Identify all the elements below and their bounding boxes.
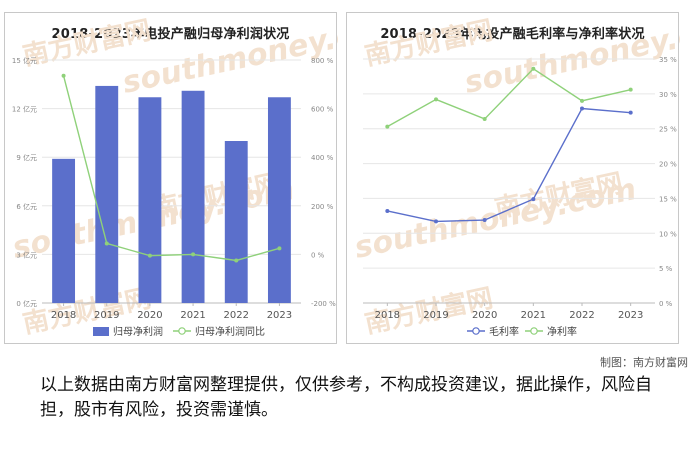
series-point-1-2020 xyxy=(482,116,487,121)
x-tick-label: 2021 xyxy=(521,310,546,321)
x-tick-label: 2021 xyxy=(180,310,205,321)
y2-tick-label: 0 % xyxy=(311,251,325,259)
bar-2018 xyxy=(52,158,76,303)
y-tick-label: 6 亿元 xyxy=(16,202,37,211)
growth-point-2022 xyxy=(234,258,239,263)
margin-chart: 南方财富网南方财富网南方财富网southmoney.comsouthmoney.… xyxy=(351,13,680,340)
legend-line-label: 归母净利润同比 xyxy=(195,325,265,338)
series-point-0-2022 xyxy=(580,106,584,111)
y-tick-label: 12 亿元 xyxy=(12,105,37,114)
watermark-en: southmoney.com xyxy=(119,13,338,101)
series-point-1-2022 xyxy=(580,98,584,103)
x-tick-label: 2023 xyxy=(267,310,292,321)
series-point-0-2020 xyxy=(482,218,487,223)
y-tick-label: 15 亿元 xyxy=(12,56,37,65)
margin-chart-title: 2018-2023年电投产融毛利率与净利率状况 xyxy=(380,27,645,42)
y-tick-label: 5 % xyxy=(659,265,673,273)
bar-2020 xyxy=(138,97,162,303)
growth-point-2019 xyxy=(104,241,109,246)
x-tick-label: 2020 xyxy=(137,310,162,321)
y-tick-label: 0 % xyxy=(659,300,673,308)
y2-tick-label: 200 % xyxy=(311,203,334,211)
disclaimer-text: 以上数据由南方财富网整理提供，仅供参考，不构成投资建议，据此操作，风险自担，股市… xyxy=(40,375,652,420)
y-tick-label: 20 % xyxy=(659,161,677,169)
net-profit-chart-title: 2018-2023年电投产融归母净利润状况 xyxy=(51,27,290,42)
growth-point-2018 xyxy=(61,73,66,78)
series-line-0 xyxy=(387,107,631,223)
x-tick-label: 2019 xyxy=(94,310,119,321)
x-tick-label: 2019 xyxy=(423,310,448,321)
x-tick-label: 2023 xyxy=(618,310,643,321)
x-tick-label: 2020 xyxy=(472,310,497,321)
legend-marker-1 xyxy=(530,327,538,335)
watermark-en: southmoney.com xyxy=(461,13,680,101)
watermark-en: southmoney.com xyxy=(351,172,639,266)
bar-2019 xyxy=(95,85,119,303)
bar-2023 xyxy=(267,97,291,303)
margin-chart-panel: 2018-2023年电投产融毛利率与净利率状况 南方财富网 南方财富网 南方财富网 s… xyxy=(346,12,680,344)
y-tick-label: 35 % xyxy=(659,56,677,64)
legend-line-marker xyxy=(178,327,186,335)
y-tick-label: 15 % xyxy=(659,195,677,203)
y2-tick-label: 400 % xyxy=(311,154,334,162)
x-tick-label: 2022 xyxy=(224,310,249,321)
y-tick-label: 3 亿元 xyxy=(16,250,37,259)
legend-marker-0 xyxy=(472,327,480,335)
growth-point-2021 xyxy=(191,252,196,257)
chart-credit: 制图：南方财富网 xyxy=(600,356,688,369)
x-tick-label: 2018 xyxy=(51,310,76,321)
series-point-1-2023 xyxy=(628,87,633,92)
series-point-0-2023 xyxy=(628,110,633,115)
series-point-0-2019 xyxy=(434,219,438,224)
x-tick-label: 2018 xyxy=(375,310,400,321)
growth-line xyxy=(62,75,280,262)
series-point-0-2018 xyxy=(385,208,390,213)
growth-point-2020 xyxy=(147,253,152,258)
legend-label-0: 毛利率 xyxy=(489,325,519,338)
y-tick-label: 0 亿元 xyxy=(16,299,37,308)
x-tick-label: 2022 xyxy=(569,310,594,321)
series-line-1 xyxy=(386,67,631,128)
series-point-1-2021 xyxy=(531,66,536,71)
legend-bar-label: 归母净利润 xyxy=(113,325,163,338)
growth-point-2023 xyxy=(277,246,282,251)
y2-tick-label: 800 % xyxy=(311,57,334,65)
series-point-1-2018 xyxy=(385,124,390,129)
y-tick-label: 10 % xyxy=(659,230,677,238)
bar-2022 xyxy=(224,141,248,303)
bar-2021 xyxy=(181,90,205,303)
y-tick-label: 30 % xyxy=(659,91,677,99)
legend-label-1: 净利率 xyxy=(547,325,577,338)
y2-tick-label: -200 % xyxy=(311,300,336,308)
net-profit-chart: 南方财富网南方财富网南方财富网southmoney.comsouthmoney.… xyxy=(9,13,338,340)
y-tick-label: 9 亿元 xyxy=(16,153,37,162)
series-point-1-2019 xyxy=(434,97,438,102)
net-profit-chart-panel: 2018-2023年电投产融归母净利润状况 南方财富网 南方财富网 南方财富网 sou… xyxy=(4,12,338,344)
series-point-0-2021 xyxy=(531,197,536,202)
legend-bar-swatch xyxy=(93,327,109,336)
y-tick-label: 25 % xyxy=(659,126,677,134)
y2-tick-label: 600 % xyxy=(311,106,334,114)
